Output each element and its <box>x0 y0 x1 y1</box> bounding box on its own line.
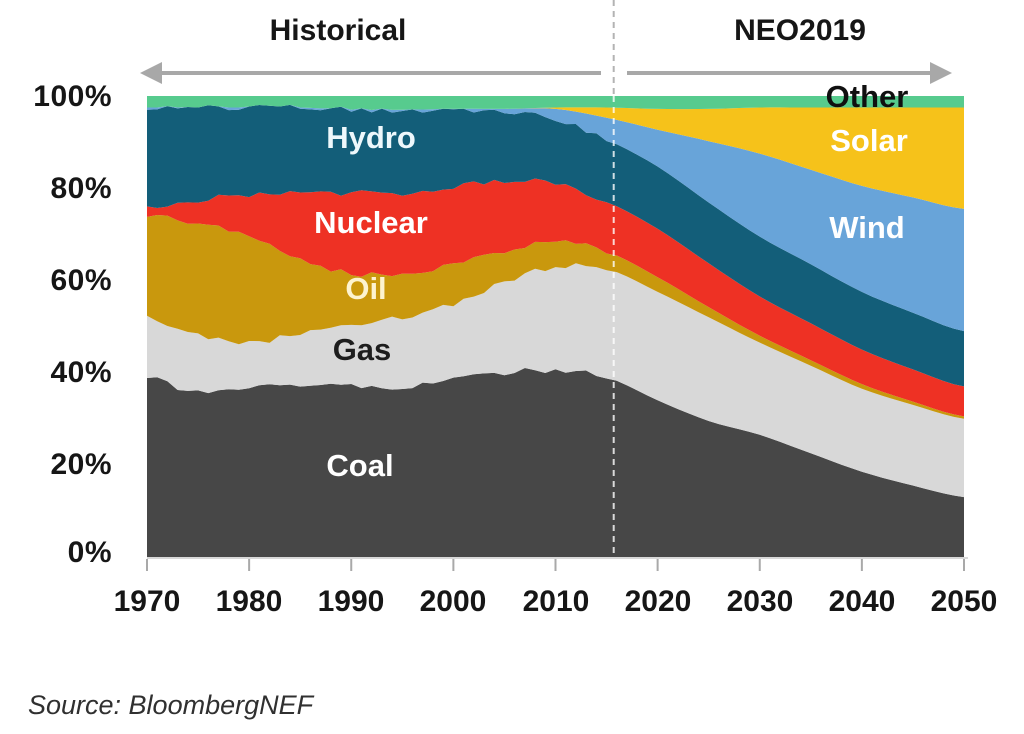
area-label-solar: Solar <box>830 123 908 158</box>
area-other <box>147 96 964 110</box>
period-label-historical: Historical <box>269 14 407 47</box>
x-axis-label-2010: 2010 <box>522 585 590 618</box>
y-axis-label-100: 100% <box>33 80 112 113</box>
area-gas <box>147 263 964 498</box>
x-axis-label-2050: 2050 <box>930 585 998 618</box>
source-caption: Source: BloombergNEF <box>28 690 314 720</box>
x-axis-label-1980: 1980 <box>215 585 283 618</box>
range-arrows <box>140 62 952 84</box>
arrow-right-icon <box>930 62 952 84</box>
area-wind <box>147 104 964 332</box>
x-axis-label-1990: 1990 <box>317 585 385 618</box>
x-axis-label-2020: 2020 <box>624 585 692 618</box>
area-label-oil: Oil <box>345 271 387 306</box>
y-axis-label-0: 0% <box>67 536 112 569</box>
period-label-neo2019: NEO2019 <box>734 14 866 47</box>
x-axis-label-1970: 1970 <box>113 585 181 618</box>
x-axis-label-2030: 2030 <box>726 585 794 618</box>
area-hydro <box>147 104 964 387</box>
area-label-other: Other <box>825 79 909 114</box>
area-coal <box>147 368 964 557</box>
x-axis-label-2000: 2000 <box>419 585 487 618</box>
area-label-gas: Gas <box>332 332 392 367</box>
area-label-wind: Wind <box>829 210 905 245</box>
area-oil <box>147 215 964 419</box>
area-label-hydro: Hydro <box>326 120 416 155</box>
y-axis-label-40: 40% <box>50 356 112 389</box>
area-label-nuclear: Nuclear <box>314 205 428 240</box>
arrow-left-icon <box>140 62 162 84</box>
area-layers <box>147 96 964 557</box>
y-axis-label-60: 60% <box>50 264 112 297</box>
area-nuclear <box>147 178 964 417</box>
area-label-coal: Coal <box>326 448 394 483</box>
y-axis-label-80: 80% <box>50 172 112 205</box>
x-axis-label-2040: 2040 <box>828 585 896 618</box>
x-axis-ticks <box>146 557 968 571</box>
y-axis-label-20: 20% <box>50 448 112 481</box>
area-solar <box>147 104 964 209</box>
